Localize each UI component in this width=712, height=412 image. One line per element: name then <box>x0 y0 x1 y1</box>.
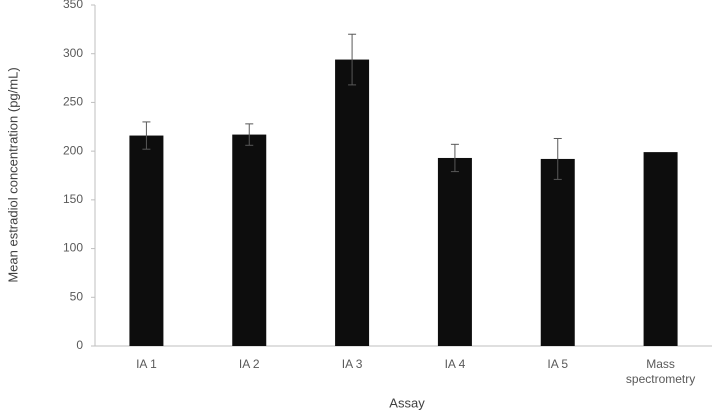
x-tick-label: IA 3 <box>341 357 363 371</box>
y-tick-label: 300 <box>63 46 83 60</box>
x-tick-label: IA 4 <box>444 357 466 371</box>
x-tick-label: Mass spectrometry <box>625 357 696 386</box>
bar <box>335 59 370 347</box>
y-tick-label: 0 <box>76 338 83 352</box>
y-tick-label: 250 <box>63 95 83 109</box>
y-tick-label: 100 <box>63 241 83 255</box>
bar <box>232 134 267 346</box>
y-tick-label: 350 <box>63 0 83 11</box>
y-axis-title: Mean estradiol concentration (pg/mL) <box>5 67 20 282</box>
bar <box>129 135 164 346</box>
x-axis-title: Assay <box>389 395 425 410</box>
bar <box>643 152 678 346</box>
x-tick-label: IA 1 <box>136 357 157 371</box>
x-tick-label: IA 5 <box>547 357 569 371</box>
y-tick-label: 50 <box>70 289 84 303</box>
bar <box>540 158 575 346</box>
y-tick-label: 200 <box>63 143 83 157</box>
bar <box>437 157 472 346</box>
x-tick-label: IA 2 <box>238 357 260 371</box>
y-tick-label: 150 <box>63 192 83 206</box>
